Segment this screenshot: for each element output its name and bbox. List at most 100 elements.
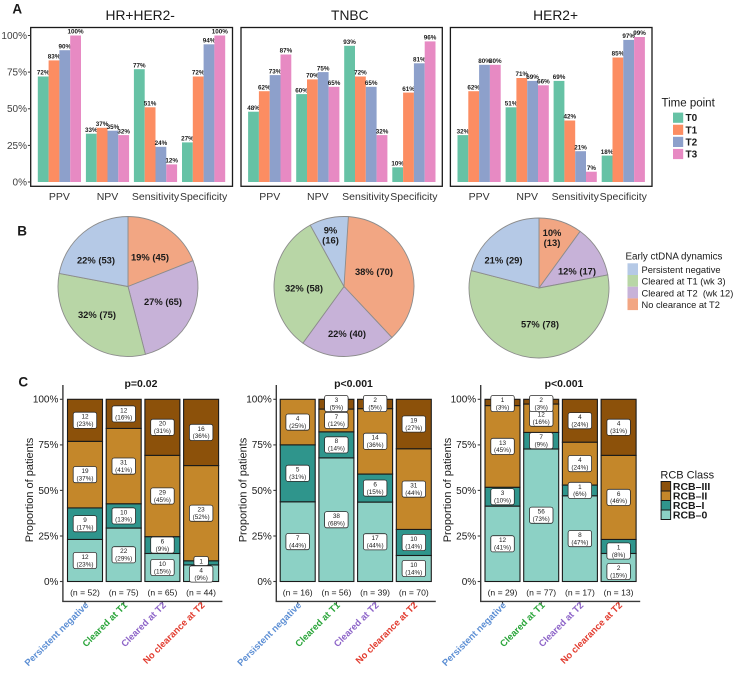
svg-text:62%: 62% xyxy=(258,84,271,91)
svg-text:(44%): (44%) xyxy=(289,542,306,549)
svg-text:0%: 0% xyxy=(462,577,477,588)
svg-text:12: 12 xyxy=(81,554,89,561)
svg-text:38: 38 xyxy=(333,513,341,520)
svg-text:71%: 71% xyxy=(515,71,528,78)
svg-text:p<0.001: p<0.001 xyxy=(334,378,373,390)
svg-text:Specificity: Specificity xyxy=(180,191,228,203)
svg-text:Sensitivity: Sensitivity xyxy=(132,191,180,203)
svg-text:75%: 75% xyxy=(317,65,330,72)
svg-text:(n = 44): (n = 44) xyxy=(186,587,216,597)
svg-text:56: 56 xyxy=(538,509,546,516)
svg-text:22: 22 xyxy=(120,548,128,555)
svg-text:12: 12 xyxy=(81,414,89,421)
svg-text:Proportion of patients: Proportion of patients xyxy=(237,437,249,542)
svg-text:87%: 87% xyxy=(280,48,293,55)
svg-text:10%: 10% xyxy=(543,227,562,238)
svg-text:35%: 35% xyxy=(107,124,120,131)
svg-text:4: 4 xyxy=(296,416,300,423)
svg-text:42%: 42% xyxy=(563,114,576,121)
svg-text:97%: 97% xyxy=(622,33,635,40)
svg-text:22% (53): 22% (53) xyxy=(77,255,115,266)
svg-text:1: 1 xyxy=(617,544,621,551)
svg-text:25%: 25% xyxy=(456,531,476,542)
svg-text:(41%): (41%) xyxy=(494,545,511,552)
svg-text:(5%): (5%) xyxy=(330,404,344,411)
svg-text:p<0.001: p<0.001 xyxy=(545,378,584,390)
svg-text:6: 6 xyxy=(373,482,377,489)
svg-text:10: 10 xyxy=(410,562,418,569)
svg-text:72%: 72% xyxy=(192,70,205,77)
svg-text:(41%): (41%) xyxy=(115,467,132,474)
svg-text:(45%): (45%) xyxy=(494,447,511,454)
svg-text:(14%): (14%) xyxy=(405,569,422,576)
svg-text:HER2+: HER2+ xyxy=(533,8,578,23)
svg-text:18%: 18% xyxy=(601,149,614,156)
svg-text:RCB–III: RCB–III xyxy=(673,481,710,493)
svg-text:Cleared at T2 (wk 12): Cleared at T2 (wk 12) xyxy=(642,288,734,298)
svg-text:(16): (16) xyxy=(322,235,339,246)
svg-text:27% (65): 27% (65) xyxy=(144,296,182,307)
svg-text:1: 1 xyxy=(199,558,203,565)
svg-text:23: 23 xyxy=(198,507,206,514)
svg-text:2: 2 xyxy=(617,565,621,572)
svg-text:(n = 39): (n = 39) xyxy=(360,587,390,597)
svg-text:(n = 52): (n = 52) xyxy=(70,587,100,597)
svg-text:77%: 77% xyxy=(133,62,146,69)
svg-text:100%: 100% xyxy=(1,31,27,42)
svg-text:(13): (13) xyxy=(544,237,561,248)
svg-text:57% (78): 57% (78) xyxy=(521,319,559,330)
svg-text:(15%): (15%) xyxy=(610,572,627,579)
svg-text:6: 6 xyxy=(617,491,621,498)
svg-text:RCB–II: RCB–II xyxy=(673,490,708,502)
svg-text:83%: 83% xyxy=(48,54,61,61)
svg-text:96%: 96% xyxy=(424,35,437,42)
svg-text:75%: 75% xyxy=(456,440,476,451)
svg-text:8: 8 xyxy=(578,532,582,539)
svg-text:3: 3 xyxy=(335,397,339,404)
svg-text:27%: 27% xyxy=(181,136,194,143)
svg-text:37%: 37% xyxy=(96,121,109,128)
svg-text:17: 17 xyxy=(372,535,380,542)
svg-text:Proportion of patients: Proportion of patients xyxy=(442,437,454,542)
svg-text:(n = 17): (n = 17) xyxy=(565,587,595,597)
svg-text:(31%): (31%) xyxy=(289,474,306,481)
svg-text:(6%): (6%) xyxy=(573,491,587,498)
svg-text:80%: 80% xyxy=(489,58,502,65)
svg-text:PPV: PPV xyxy=(259,191,280,203)
svg-text:NPV: NPV xyxy=(516,191,538,203)
svg-text:12% (17): 12% (17) xyxy=(558,266,596,277)
svg-text:(n = 77): (n = 77) xyxy=(526,587,556,597)
svg-text:(12%): (12%) xyxy=(328,421,345,428)
svg-text:48%: 48% xyxy=(247,105,260,112)
svg-text:(n = 65): (n = 65) xyxy=(147,587,177,597)
svg-text:(23%): (23%) xyxy=(76,561,93,568)
svg-text:100%: 100% xyxy=(68,29,85,36)
svg-text:T1: T1 xyxy=(686,125,698,136)
svg-text:(n = 13): (n = 13) xyxy=(604,587,634,597)
svg-text:TNBC: TNBC xyxy=(331,8,369,23)
svg-text:25%: 25% xyxy=(7,141,27,152)
svg-text:Sensitivity: Sensitivity xyxy=(342,191,390,203)
svg-text:(9%): (9%) xyxy=(156,546,170,553)
svg-text:100%: 100% xyxy=(246,395,272,406)
svg-text:38% (70): 38% (70) xyxy=(355,266,393,277)
svg-text:75%: 75% xyxy=(38,440,58,451)
svg-text:(9%): (9%) xyxy=(194,575,208,582)
svg-text:100%: 100% xyxy=(33,395,59,406)
svg-text:B: B xyxy=(17,224,27,239)
svg-text:(5%): (5%) xyxy=(368,404,382,411)
svg-text:Early ctDNA dynamics: Early ctDNA dynamics xyxy=(626,252,723,263)
svg-text:PPV: PPV xyxy=(49,191,70,203)
svg-text:T3: T3 xyxy=(686,150,698,161)
svg-text:(31%): (31%) xyxy=(610,428,627,435)
svg-text:(n = 16): (n = 16) xyxy=(283,587,313,597)
svg-text:(16%): (16%) xyxy=(533,419,550,426)
svg-text:HR+HER2-: HR+HER2- xyxy=(106,8,175,23)
svg-text:4: 4 xyxy=(617,421,621,428)
svg-text:2: 2 xyxy=(539,397,543,404)
svg-text:33%: 33% xyxy=(85,127,98,134)
svg-text:(29%): (29%) xyxy=(115,556,132,563)
svg-text:60%: 60% xyxy=(295,87,308,94)
svg-text:32% (75): 32% (75) xyxy=(78,309,116,320)
svg-text:32%: 32% xyxy=(457,128,470,135)
